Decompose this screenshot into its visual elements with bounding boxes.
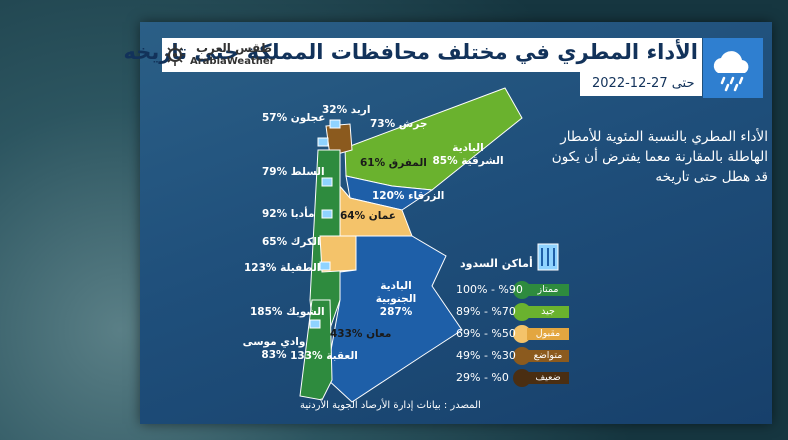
legend-category: ضعيف bbox=[535, 372, 561, 383]
region-label: الشوبك %185 bbox=[250, 306, 325, 318]
region-label: جرش %73 bbox=[370, 118, 428, 130]
region-label: الزرقاء %120 bbox=[372, 190, 445, 202]
region-label: وادي موسى %83 bbox=[242, 336, 306, 361]
legend-range: 89% - %70 bbox=[456, 305, 516, 318]
source: المصدر : بيانات إدارة الأرصاد الجوية الأ… bbox=[300, 400, 481, 411]
brand-logo bbox=[165, 44, 185, 66]
legend-range: 100% - %90 bbox=[456, 283, 523, 296]
title: الأداء المطري في مختلف محافظات المملكة ح… bbox=[123, 40, 699, 64]
region-irbid bbox=[325, 123, 353, 157]
legend-category: جيد bbox=[541, 306, 555, 317]
region-east-badia bbox=[344, 87, 523, 191]
region-label: معان %433 bbox=[330, 328, 392, 340]
dam-icons bbox=[309, 119, 341, 329]
region-label: البادية الجنوبية %287 bbox=[375, 280, 417, 318]
region-label: الطفيلة %123 bbox=[244, 262, 321, 274]
region-label: عمان %64 bbox=[340, 210, 396, 222]
rain-cloud-icon bbox=[713, 51, 749, 92]
region-label: الكرك %65 bbox=[262, 236, 321, 248]
region-aqaba bbox=[299, 299, 333, 401]
legend-category: مقبول bbox=[535, 328, 561, 339]
region-zarqa bbox=[345, 175, 434, 211]
legend-title: أماكن السدود bbox=[460, 257, 533, 270]
region-label: عجلون %57 bbox=[262, 112, 326, 124]
region-label: اربد %32 bbox=[322, 104, 371, 116]
description: الأداء المطري بالنسبة المئوية للأمطار ال… bbox=[551, 129, 768, 185]
brand-english: ArabiaWeather bbox=[190, 56, 275, 67]
legend-category: متواضع bbox=[533, 350, 563, 361]
date-bar bbox=[580, 72, 702, 96]
legend-category: ممتاز bbox=[537, 284, 559, 295]
legend-range: 29% - %0 bbox=[456, 371, 509, 384]
region-label: العقبة %133 bbox=[290, 350, 358, 362]
region-label: السلط %79 bbox=[262, 166, 325, 178]
region-south-badia bbox=[325, 235, 463, 403]
legend-dam-icon bbox=[537, 243, 559, 271]
legend-range: 49% - %30 bbox=[456, 349, 516, 362]
title-bar bbox=[162, 38, 702, 72]
region-label: مأدبا %92 bbox=[262, 208, 315, 220]
date: حتى 27-12-2022 bbox=[592, 76, 695, 91]
region-label: البادية الشرقية %85 bbox=[432, 142, 504, 167]
brand-arabic: طقس العرب bbox=[196, 41, 272, 55]
legend-swatches bbox=[513, 281, 569, 387]
region-label: المفرق %61 bbox=[360, 157, 427, 169]
legend-range: 69% - %50 bbox=[456, 327, 516, 340]
